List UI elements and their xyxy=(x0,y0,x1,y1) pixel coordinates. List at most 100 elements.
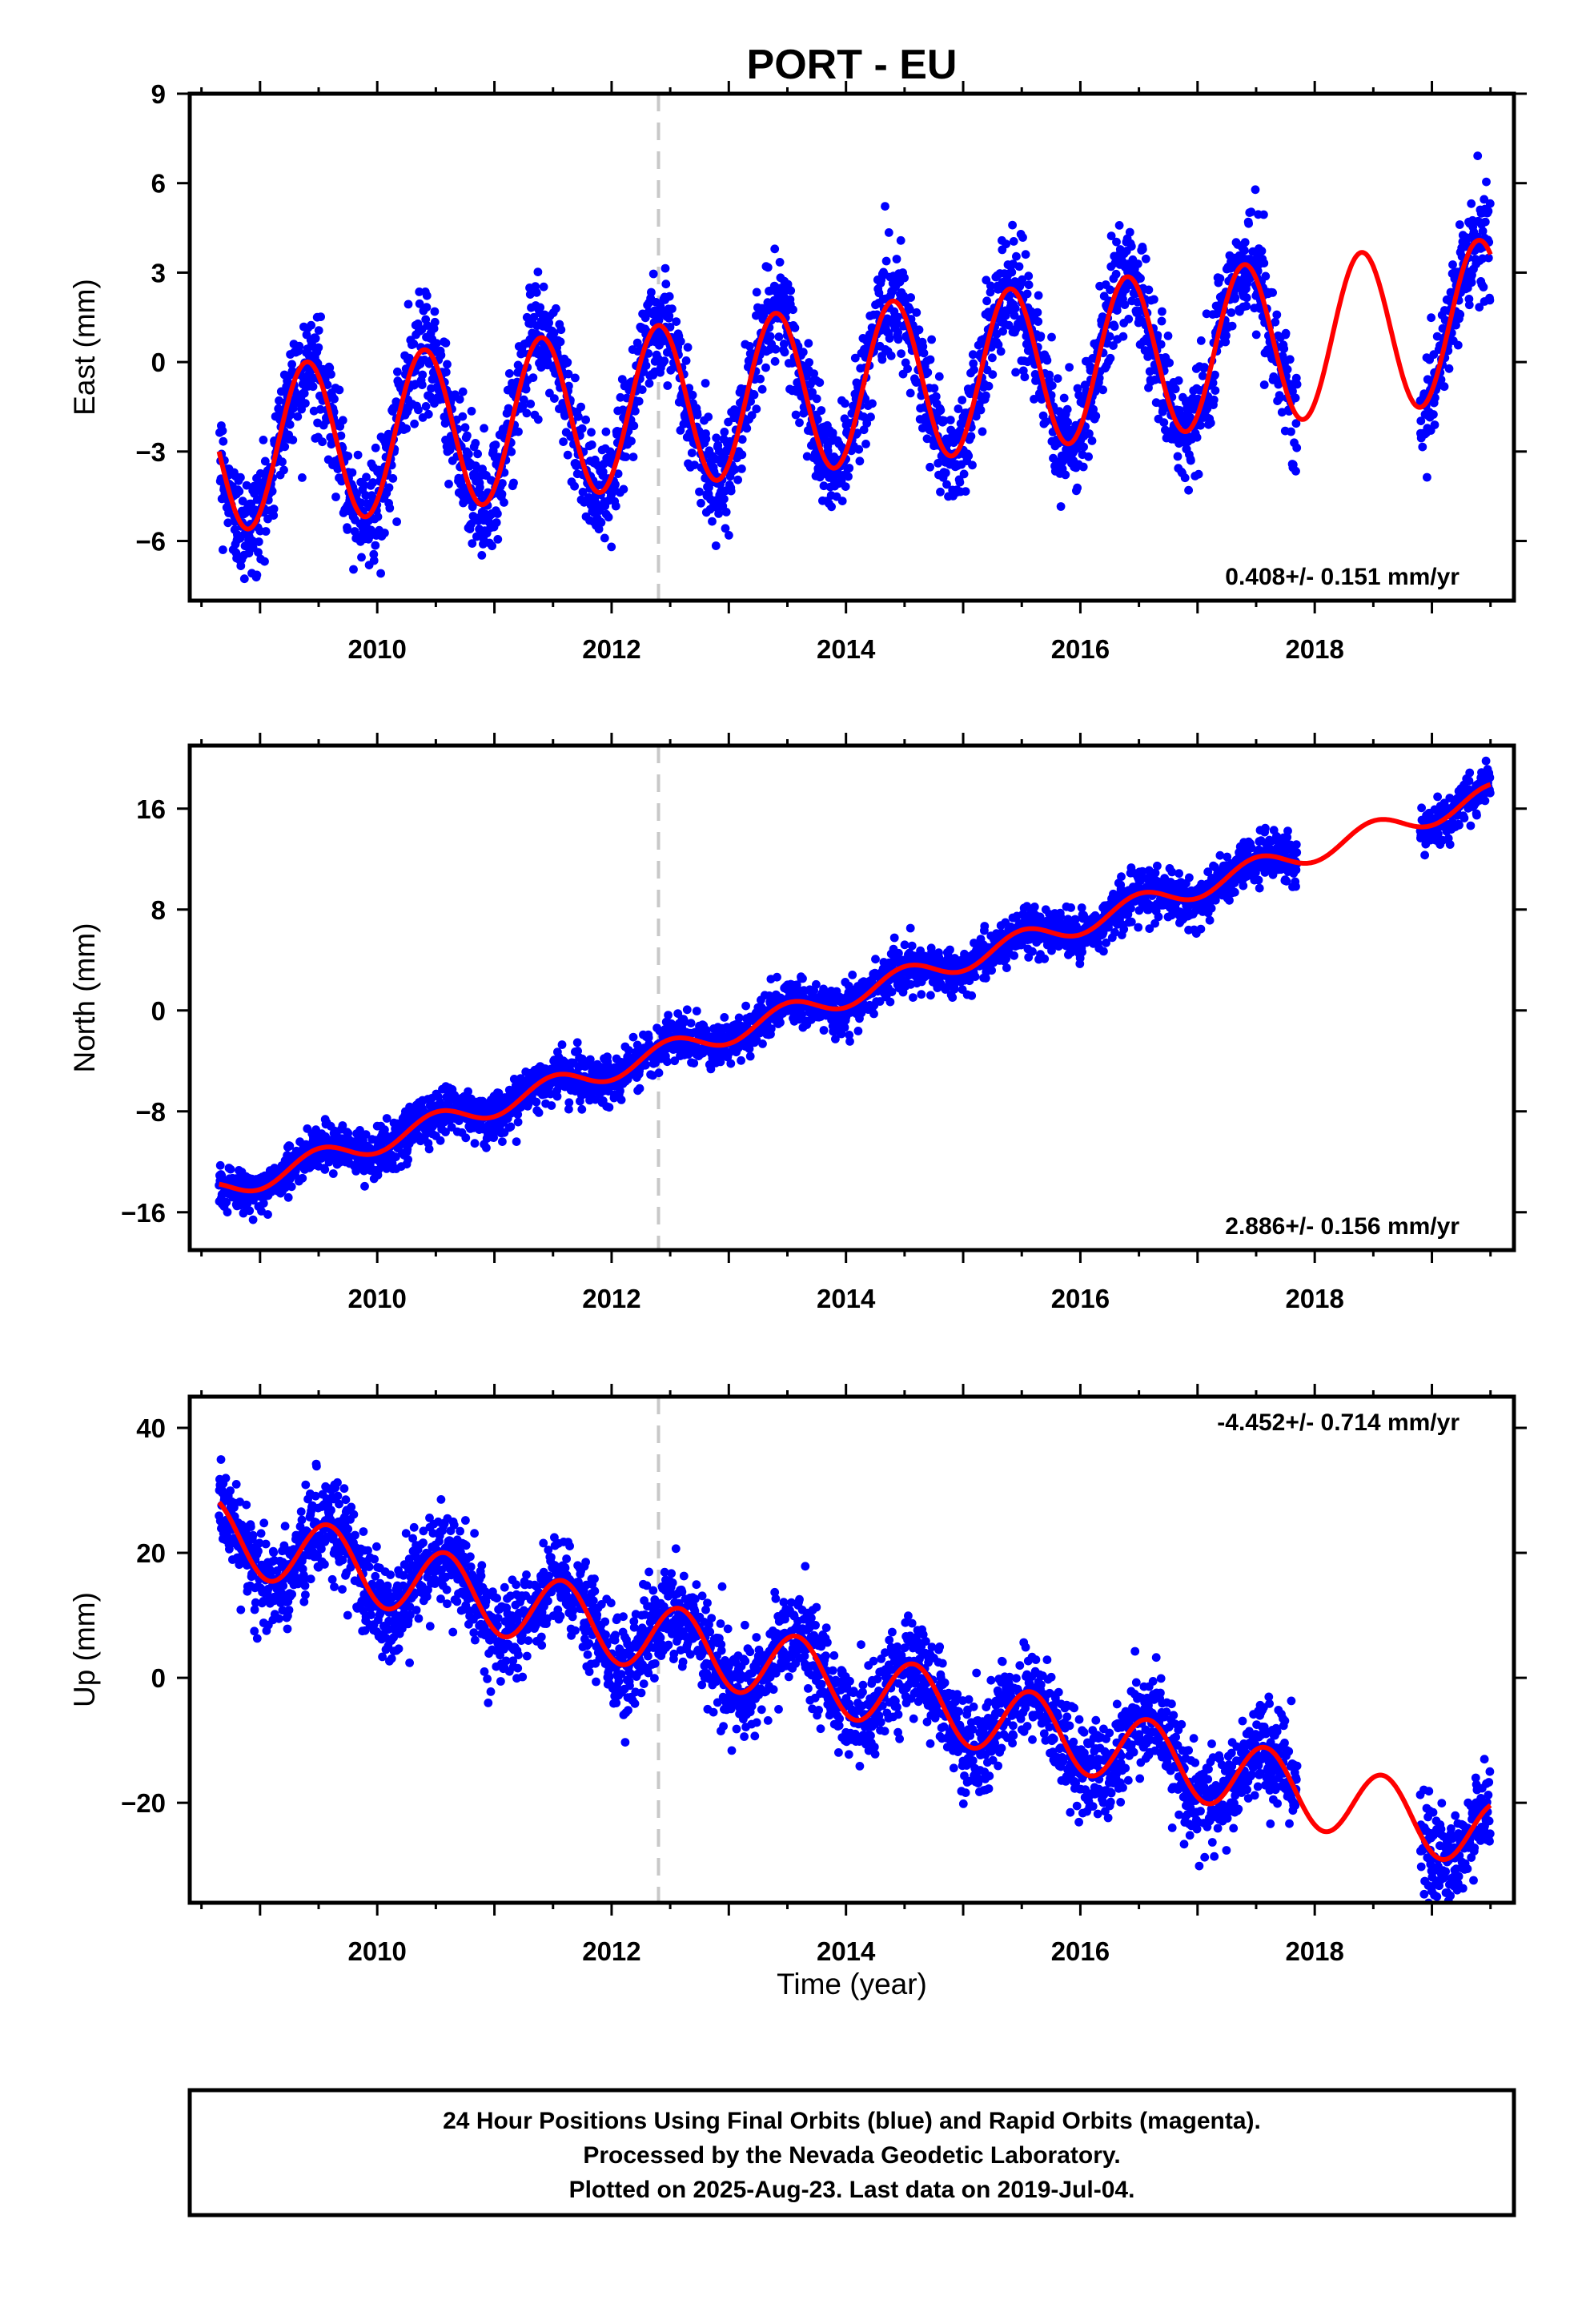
data-point xyxy=(1106,285,1114,295)
data-point xyxy=(307,320,315,330)
data-point xyxy=(323,380,332,389)
data-point xyxy=(301,399,310,408)
data-point xyxy=(1034,317,1043,326)
data-point xyxy=(737,464,746,473)
data-point xyxy=(1192,432,1202,442)
data-point xyxy=(552,1092,562,1101)
data-point xyxy=(1484,207,1493,216)
data-point xyxy=(1024,271,1034,281)
data-point xyxy=(798,348,808,357)
data-point xyxy=(988,353,997,363)
data-point xyxy=(1247,207,1256,217)
data-point xyxy=(1150,295,1158,304)
data-point xyxy=(812,979,821,989)
data-point xyxy=(295,341,304,351)
data-point xyxy=(336,431,346,440)
data-point xyxy=(532,287,541,297)
data-point xyxy=(570,481,579,491)
data-point xyxy=(774,332,784,341)
data-point xyxy=(720,494,729,504)
data-point xyxy=(1159,418,1169,427)
data-point xyxy=(385,504,395,513)
data-point xyxy=(1018,233,1027,242)
data-point xyxy=(1423,472,1431,482)
data-point xyxy=(1279,344,1289,353)
data-point xyxy=(473,449,482,459)
data-point xyxy=(844,472,853,481)
data-point xyxy=(737,450,747,460)
x-tick-label: 2016 xyxy=(1051,634,1110,664)
data-point xyxy=(1042,356,1052,365)
data-point xyxy=(628,452,638,461)
data-point xyxy=(775,258,785,267)
data-point xyxy=(841,399,849,408)
data-point xyxy=(587,440,596,449)
data-point xyxy=(742,424,752,433)
data-point xyxy=(689,1059,699,1068)
data-point xyxy=(1106,353,1115,363)
data-point xyxy=(544,358,552,367)
data-point xyxy=(837,1029,846,1039)
data-point xyxy=(881,202,889,211)
data-point xyxy=(460,423,470,432)
data-point xyxy=(1222,331,1231,340)
data-point xyxy=(1030,395,1038,404)
data-point xyxy=(1432,332,1442,341)
data-point xyxy=(560,411,569,420)
data-point xyxy=(664,1011,673,1019)
data-point xyxy=(813,415,822,424)
data-point xyxy=(376,569,385,578)
data-point xyxy=(690,460,699,469)
data-point xyxy=(840,1023,849,1032)
data-point xyxy=(900,273,909,283)
x-tick-label: 2014 xyxy=(817,634,876,664)
data-point xyxy=(254,537,263,546)
data-point xyxy=(934,372,944,381)
data-point xyxy=(497,489,507,499)
data-point xyxy=(357,553,366,562)
data-point xyxy=(581,415,590,424)
data-point xyxy=(458,412,468,421)
y-tick-label: −3 xyxy=(135,437,166,467)
data-point xyxy=(1014,262,1024,271)
data-point xyxy=(252,570,262,580)
data-point xyxy=(1194,469,1203,479)
data-point xyxy=(958,396,967,404)
data-point xyxy=(526,400,536,408)
data-point xyxy=(1033,308,1042,317)
data-point xyxy=(432,339,441,348)
data-point xyxy=(467,519,476,529)
data-point xyxy=(360,1181,369,1191)
data-points xyxy=(215,756,1495,1224)
data-point xyxy=(269,511,279,520)
data-point xyxy=(845,1031,854,1039)
data-point xyxy=(547,1101,556,1110)
data-point xyxy=(613,469,623,478)
data-point xyxy=(734,1013,744,1023)
data-point xyxy=(697,498,705,508)
data-point xyxy=(893,328,902,337)
data-point xyxy=(1291,466,1300,476)
data-point xyxy=(616,392,625,402)
data-point xyxy=(616,1096,626,1104)
data-point xyxy=(711,541,721,550)
data-point xyxy=(1045,370,1054,380)
data-point xyxy=(492,518,501,527)
data-point xyxy=(627,436,636,446)
data-point xyxy=(1110,322,1119,332)
data-point xyxy=(414,405,423,415)
data-point xyxy=(500,498,508,507)
data-point xyxy=(683,343,693,352)
data-point xyxy=(903,364,912,373)
data-point xyxy=(1485,296,1495,305)
data-point xyxy=(859,412,869,421)
data-point xyxy=(982,296,991,306)
data-point xyxy=(746,396,755,406)
data-point xyxy=(1242,301,1251,311)
data-point xyxy=(939,416,949,425)
data-point xyxy=(556,325,566,335)
data-point xyxy=(331,493,340,501)
data-point xyxy=(1109,341,1118,350)
data-point xyxy=(522,408,532,418)
data-point xyxy=(1288,460,1298,469)
